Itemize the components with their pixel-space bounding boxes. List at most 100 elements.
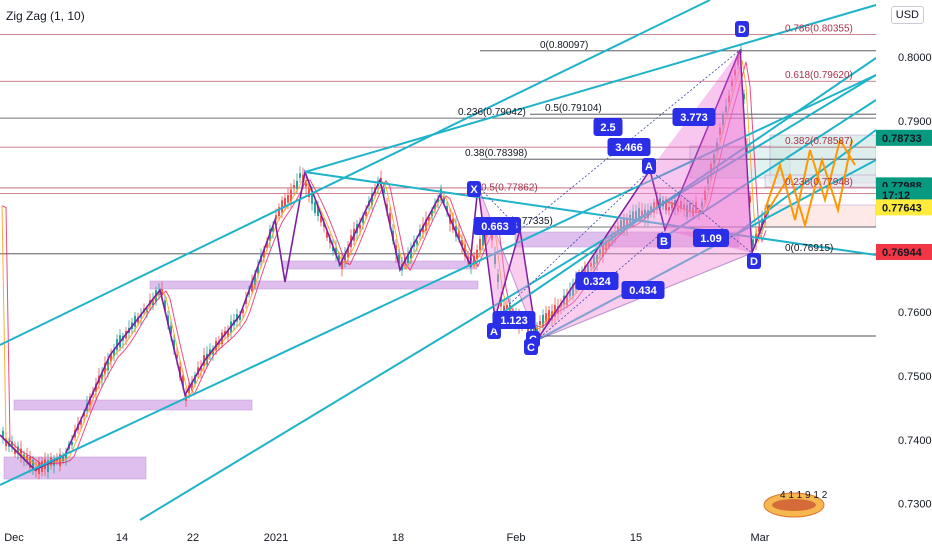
projection-path bbox=[764, 139, 853, 229]
trend-line bbox=[0, 0, 711, 346]
candle-body bbox=[752, 239, 754, 246]
point-label-box bbox=[524, 339, 538, 355]
candle-body bbox=[182, 375, 184, 387]
candle-body bbox=[722, 114, 724, 125]
candle-body bbox=[242, 309, 244, 314]
candle-body bbox=[716, 142, 718, 149]
candle-body bbox=[713, 154, 715, 164]
candle-body bbox=[704, 190, 706, 201]
candle-body bbox=[410, 247, 412, 259]
price-tag-box bbox=[876, 199, 932, 216]
candle-body bbox=[710, 163, 712, 174]
candle-body bbox=[278, 207, 280, 217]
candle-body bbox=[47, 460, 49, 473]
candle-body bbox=[734, 69, 736, 76]
point-label-text: D bbox=[738, 24, 746, 36]
point-label-text: A bbox=[645, 161, 653, 173]
candle-body bbox=[251, 281, 253, 292]
projection-path bbox=[764, 137, 856, 221]
candle-body bbox=[635, 211, 637, 220]
trend-line bbox=[139, 74, 877, 521]
time-tick-label: Dec bbox=[4, 532, 24, 544]
point-label-box bbox=[747, 253, 761, 269]
candle-body bbox=[665, 199, 667, 211]
candle-body bbox=[683, 204, 685, 209]
candle-body bbox=[695, 202, 697, 213]
candle-body bbox=[164, 300, 166, 311]
trend-line bbox=[659, 99, 877, 241]
candle-body bbox=[254, 273, 256, 286]
candle-body bbox=[545, 313, 547, 322]
candle-body bbox=[566, 295, 568, 306]
candle-body bbox=[431, 210, 433, 217]
candle-body bbox=[14, 449, 16, 454]
ratio-text: 3.466 bbox=[615, 142, 643, 154]
candle-body bbox=[587, 264, 589, 273]
candle-body bbox=[761, 218, 763, 228]
candle-body bbox=[116, 339, 118, 350]
candle-body bbox=[104, 362, 106, 374]
candle-body bbox=[53, 459, 55, 466]
ratio-box bbox=[575, 272, 619, 290]
candle-body bbox=[71, 442, 73, 446]
candle-body bbox=[320, 215, 322, 223]
point-label-box bbox=[657, 233, 671, 249]
candle-body bbox=[290, 189, 292, 202]
candle-body bbox=[32, 459, 34, 470]
pattern-ratio-link bbox=[649, 169, 753, 254]
ratio-text: 1.123 bbox=[500, 315, 528, 327]
candle-body bbox=[308, 187, 310, 197]
candle-body bbox=[659, 198, 661, 209]
ratio-box bbox=[593, 118, 623, 136]
time-tick-label: 14 bbox=[116, 532, 128, 544]
currency-button[interactable]: USD bbox=[890, 6, 924, 24]
candle-body bbox=[728, 95, 730, 103]
candle-body bbox=[101, 372, 103, 380]
candle-body bbox=[386, 204, 388, 211]
candle-body bbox=[23, 454, 25, 460]
candle-body bbox=[707, 177, 709, 184]
candle-body bbox=[479, 238, 481, 250]
candle-body bbox=[329, 238, 331, 244]
indicator-label[interactable]: Zig Zag (1, 10) bbox=[6, 9, 85, 23]
candle-body bbox=[362, 215, 364, 223]
price-tag-box bbox=[876, 187, 932, 204]
candle-body bbox=[113, 349, 115, 357]
candle-body bbox=[299, 173, 301, 178]
candle-body bbox=[605, 240, 607, 251]
price-tag-text: 0.76944 bbox=[882, 247, 923, 259]
candle-body bbox=[302, 175, 304, 182]
time-axis-bg bbox=[0, 525, 932, 550]
zone-box bbox=[149, 280, 479, 290]
price-tag-box bbox=[876, 129, 932, 146]
candle-body bbox=[650, 206, 652, 211]
candle-body bbox=[227, 330, 229, 337]
candle-body bbox=[389, 212, 391, 225]
candle-body bbox=[338, 255, 340, 261]
point-label-box bbox=[735, 21, 749, 37]
zone-box bbox=[13, 399, 253, 411]
ratio-text: 2.5 bbox=[600, 122, 615, 134]
candle-body bbox=[677, 207, 679, 212]
candle-body bbox=[152, 300, 154, 306]
candle-body bbox=[596, 254, 598, 264]
candle-body bbox=[275, 215, 277, 219]
fib-level-label: 0.236(0.77948) bbox=[785, 177, 853, 188]
candle-body bbox=[542, 314, 544, 326]
candle-body bbox=[311, 193, 313, 204]
candle-body bbox=[65, 453, 67, 459]
pattern-ratio-link bbox=[519, 49, 741, 231]
candle-body bbox=[743, 93, 745, 100]
candle-body bbox=[551, 311, 553, 321]
candle-body bbox=[473, 255, 475, 264]
trend-line bbox=[734, 129, 877, 236]
brand-logo: 4 1 1 9 1 2 bbox=[763, 490, 828, 518]
time-axis[interactable]: Dec 14 22 2021 18 Feb 15 Mar bbox=[0, 525, 932, 550]
price-tag-text: 0.78733 bbox=[882, 133, 922, 145]
candle-body bbox=[293, 184, 295, 189]
candle-body bbox=[56, 458, 58, 462]
time-tick-label: 15 bbox=[630, 532, 642, 544]
candle-body bbox=[671, 203, 673, 209]
